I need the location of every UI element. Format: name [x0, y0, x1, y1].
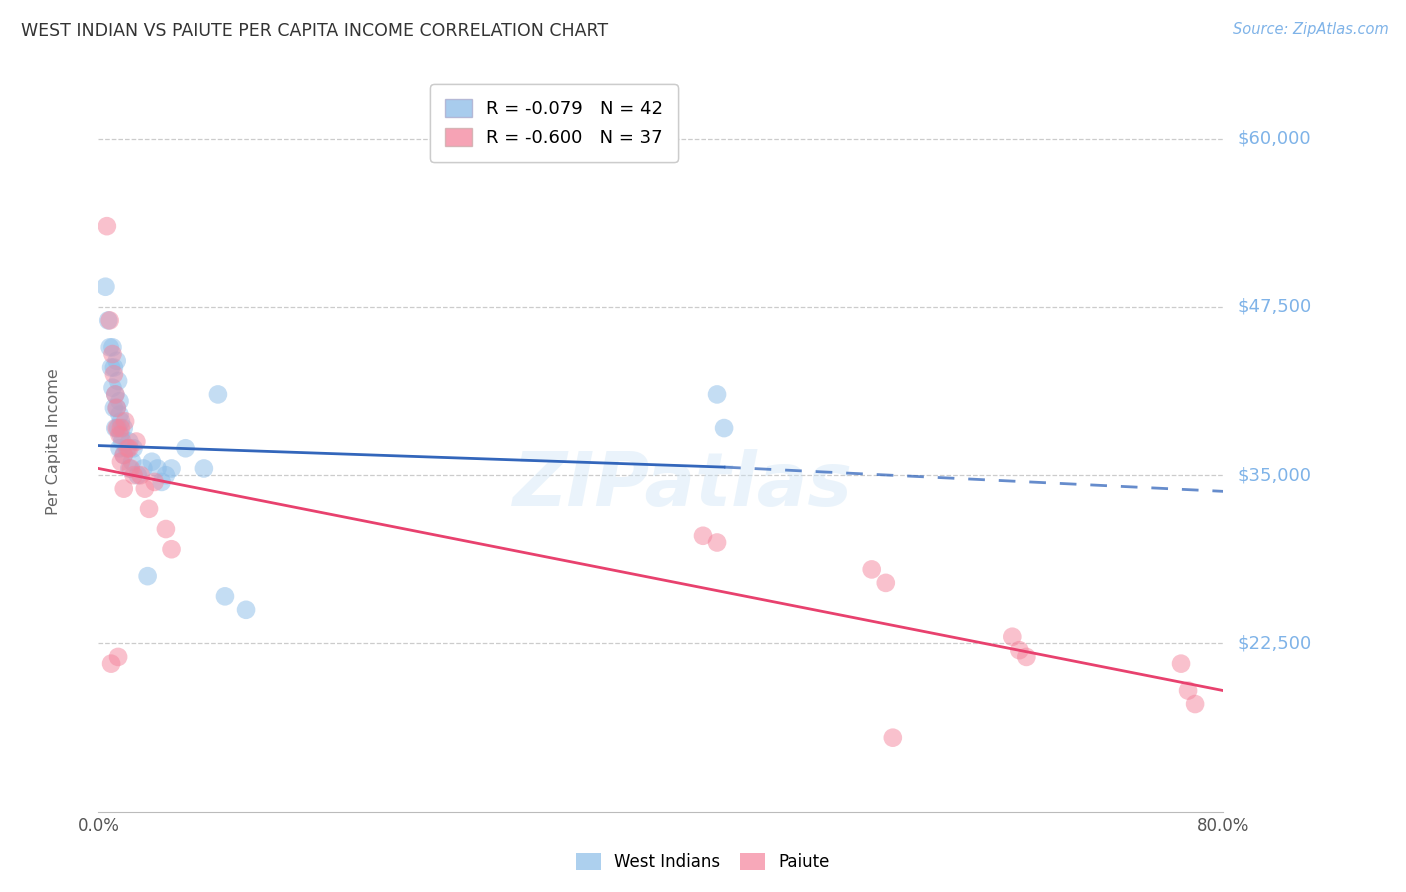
Point [235, 603, 257, 617]
Text: $22,500: $22,500 [1237, 634, 1312, 652]
Text: $60,000: $60,000 [1237, 129, 1310, 148]
Point [146, 461, 169, 475]
Point [155, 468, 177, 483]
Point [98, 313, 121, 327]
Point [127, 468, 149, 483]
Legend: West Indians, Paiute: West Indians, Paiute [568, 845, 838, 880]
Point [1001, 630, 1024, 644]
Point [112, 421, 135, 435]
Point [117, 442, 139, 456]
Point [155, 522, 177, 536]
Point [882, 731, 904, 745]
Point [105, 421, 128, 435]
Point [100, 360, 122, 375]
Point [118, 442, 141, 456]
Point [706, 535, 728, 549]
Point [108, 394, 131, 409]
Point [105, 401, 128, 415]
Point [1015, 649, 1038, 664]
Point [96, 219, 118, 234]
Point [136, 569, 159, 583]
Point [112, 448, 135, 462]
Point [1170, 657, 1192, 671]
Point [160, 542, 183, 557]
Point [104, 387, 127, 401]
Point [143, 475, 166, 489]
Text: $35,000: $35,000 [1237, 467, 1312, 484]
Point [860, 562, 883, 576]
Point [713, 421, 735, 435]
Point [1184, 697, 1206, 711]
Point [125, 434, 148, 449]
Point [108, 442, 131, 456]
Point [122, 468, 145, 483]
Point [108, 408, 131, 422]
Point [108, 427, 131, 442]
Point [118, 461, 141, 475]
Point [114, 414, 136, 428]
Point [105, 353, 128, 368]
Point [107, 421, 129, 435]
Text: $47,500: $47,500 [1237, 298, 1312, 316]
Point [104, 421, 127, 435]
Text: Per Capita Income: Per Capita Income [46, 368, 60, 515]
Point [875, 575, 897, 590]
Point [214, 590, 236, 604]
Point [101, 347, 124, 361]
Point [110, 455, 132, 469]
Point [115, 442, 138, 456]
Point [207, 387, 229, 401]
Point [101, 381, 124, 395]
Point [112, 448, 135, 462]
Point [98, 340, 121, 354]
Point [101, 340, 124, 354]
Point [122, 442, 145, 456]
Text: ZIPatlas: ZIPatlas [513, 450, 853, 523]
Point [110, 427, 132, 442]
Text: WEST INDIAN VS PAIUTE PER CAPITA INCOME CORRELATION CHART: WEST INDIAN VS PAIUTE PER CAPITA INCOME … [21, 22, 609, 40]
Point [193, 461, 215, 475]
Point [174, 442, 197, 456]
Point [112, 482, 135, 496]
Point [104, 387, 127, 401]
Point [103, 368, 125, 382]
Point [150, 475, 173, 489]
Point [107, 374, 129, 388]
Point [160, 461, 183, 475]
Point [138, 501, 160, 516]
Point [103, 401, 125, 415]
Legend: R = -0.079   N = 42, R = -0.600   N = 37: R = -0.079 N = 42, R = -0.600 N = 37 [430, 84, 678, 161]
Point [111, 434, 134, 449]
Point [105, 401, 128, 415]
Point [692, 529, 714, 543]
Point [118, 434, 141, 449]
Point [132, 461, 155, 475]
Point [110, 414, 132, 428]
Point [97, 313, 120, 327]
Point [129, 468, 152, 483]
Point [110, 421, 132, 435]
Text: Source: ZipAtlas.com: Source: ZipAtlas.com [1233, 22, 1389, 37]
Point [94, 279, 117, 293]
Point [1177, 683, 1199, 698]
Point [100, 657, 122, 671]
Point [103, 360, 125, 375]
Point [120, 461, 142, 475]
Point [134, 482, 156, 496]
Point [121, 455, 143, 469]
Point [107, 649, 129, 664]
Point [1008, 643, 1031, 657]
Point [141, 455, 163, 469]
Point [706, 387, 728, 401]
